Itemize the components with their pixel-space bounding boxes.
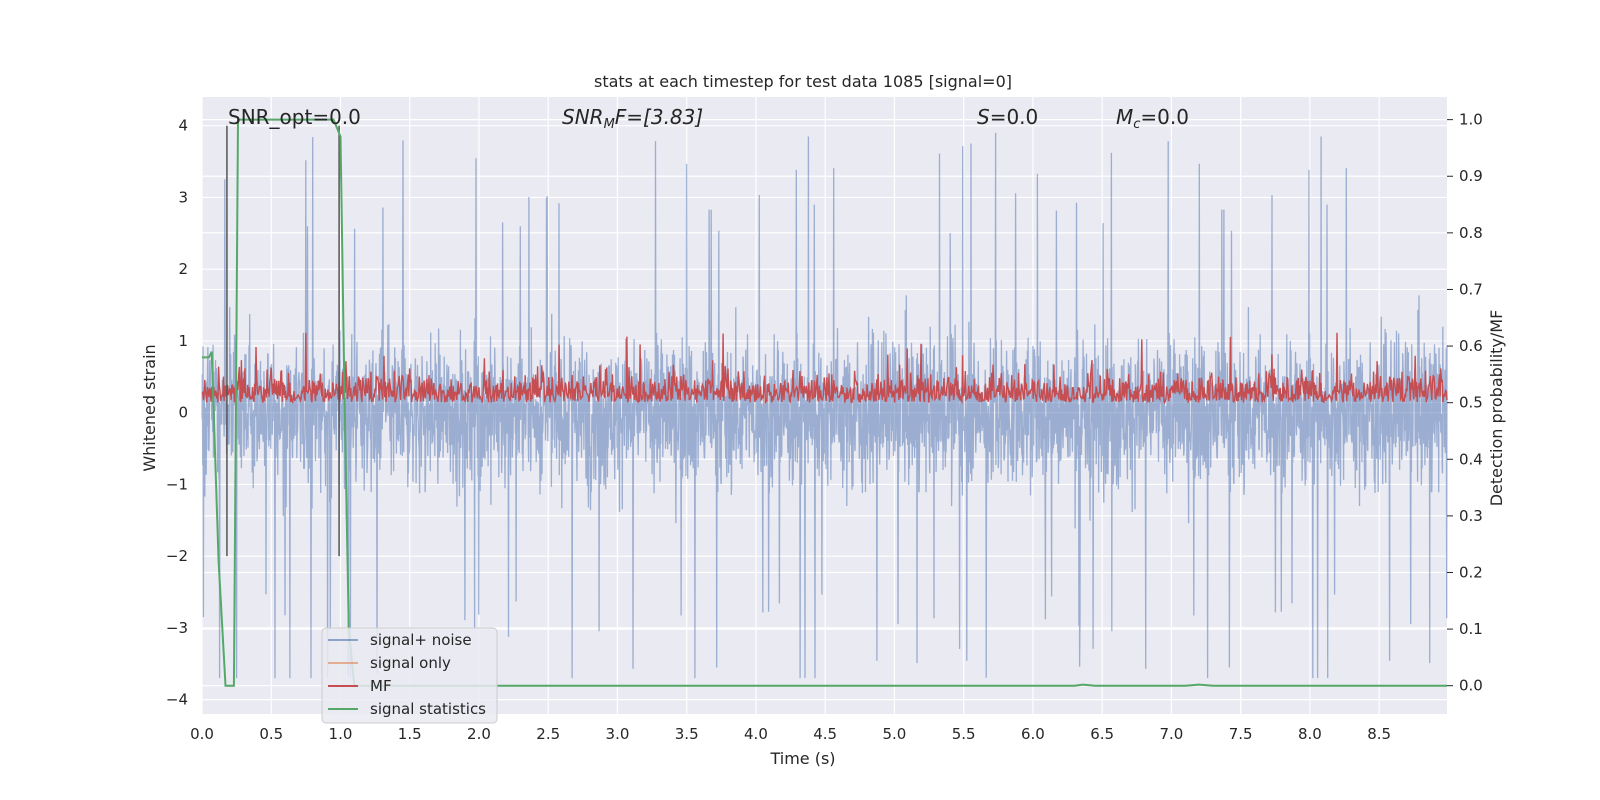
legend: signal+ noise signal only MF signal stat… (321, 627, 498, 724)
y-right-tick-label: 0.1 (1459, 620, 1483, 638)
x-tick-label: 4.5 (813, 725, 837, 743)
x-tick-label: 7.0 (1159, 725, 1183, 743)
y-right-tick-label: 0.6 (1459, 337, 1483, 355)
line-signal-statistics (202, 118, 1447, 687)
y-right-tick-label: 0.0 (1459, 677, 1483, 695)
x-tick-label: 3.5 (675, 725, 699, 743)
y-left-tick-label: −2 (166, 547, 188, 565)
y-left-tick-label: −4 (166, 691, 188, 709)
y-left-tick-labels: 4 3 2 1 0 −1 −2 −3 −4 (166, 117, 188, 709)
x-tick-label: 7.5 (1229, 725, 1253, 743)
x-tick-label: 0.5 (259, 725, 283, 743)
x-tick-label: 6.0 (1021, 725, 1045, 743)
y-right-tick-label: 0.9 (1459, 167, 1483, 185)
y-right-tick-label: 0.8 (1459, 224, 1483, 242)
x-tick-label: 1.5 (398, 725, 422, 743)
series-signal-statistics (202, 118, 1447, 687)
annotation-snr-opt: SNR_opt=0.0 (228, 105, 361, 129)
x-axis-label: Time (s) (769, 749, 835, 768)
y-right-tick-label: 1.0 (1459, 111, 1483, 129)
annotation-mc: Mc=0.0 (1116, 105, 1189, 132)
series-mf (201, 332, 1448, 405)
y-left-tick-label: 0 (178, 404, 188, 422)
annotation-snr-mf: SNRMF=[3.83] (562, 105, 703, 132)
x-tick-label: 5.0 (883, 725, 907, 743)
y-right-tick-label: 0.5 (1459, 394, 1483, 412)
y-axis-label-left: Whitened strain (140, 344, 159, 471)
series-signal-noise (201, 132, 1448, 679)
x-tick-label: 8.5 (1367, 725, 1391, 743)
y-axis-label-right: Detection probability/MF (1487, 310, 1506, 507)
x-tick-labels: 0.0 0.5 1.0 1.5 2.0 2.5 3.0 3.5 4.0 4.5 5.0 5.5 6.0 6… (190, 725, 1391, 743)
y-left-tick-label: 2 (178, 260, 188, 278)
vertical-markers (226, 125, 340, 557)
annotation-s: S=0.0 (977, 105, 1038, 129)
y-right-tick-label: 0.3 (1459, 507, 1483, 525)
y-left-tick-label: 1 (178, 332, 188, 350)
y-left-tick-label: 4 (178, 117, 188, 135)
y-left-tick-label: −1 (166, 475, 188, 493)
y-right-tick-label: 0.7 (1459, 280, 1483, 298)
x-tick-label: 5.5 (952, 725, 976, 743)
line-mf (201, 332, 1448, 405)
y-left-tick-label: 3 (178, 188, 188, 206)
x-tick-label: 0.0 (190, 725, 214, 743)
legend-label-signal-noise: signal+ noise (370, 631, 472, 649)
y-right-tick-label: 0.4 (1459, 450, 1483, 468)
x-tick-label: 1.0 (329, 725, 353, 743)
chart-title: stats at each timestep for test data 108… (594, 72, 1012, 91)
x-tick-label: 2.5 (536, 725, 560, 743)
x-tick-label: 3.0 (606, 725, 630, 743)
y-right-tick-label: 0.2 (1459, 563, 1483, 581)
line-signal-noise (201, 132, 1448, 679)
legend-label-mf: MF (370, 677, 392, 695)
legend-label-signal-statistics: signal statistics (370, 700, 486, 718)
x-tick-label: 8.0 (1298, 725, 1322, 743)
legend-box (321, 627, 498, 724)
y-right-tick-labels: 1.0 0.9 0.8 0.7 0.6 0.5 0.4 0.3 0.2 0.1 0.0 (1447, 111, 1483, 695)
legend-label-signal-only: signal only (370, 654, 451, 672)
x-tick-label: 2.0 (467, 725, 491, 743)
y-left-tick-label: −3 (166, 619, 188, 637)
x-tick-label: 4.0 (744, 725, 768, 743)
x-tick-label: 6.5 (1090, 725, 1114, 743)
